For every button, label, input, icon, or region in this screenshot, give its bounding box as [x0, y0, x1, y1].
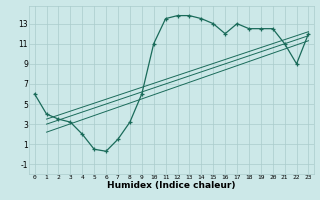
X-axis label: Humidex (Indice chaleur): Humidex (Indice chaleur): [107, 181, 236, 190]
